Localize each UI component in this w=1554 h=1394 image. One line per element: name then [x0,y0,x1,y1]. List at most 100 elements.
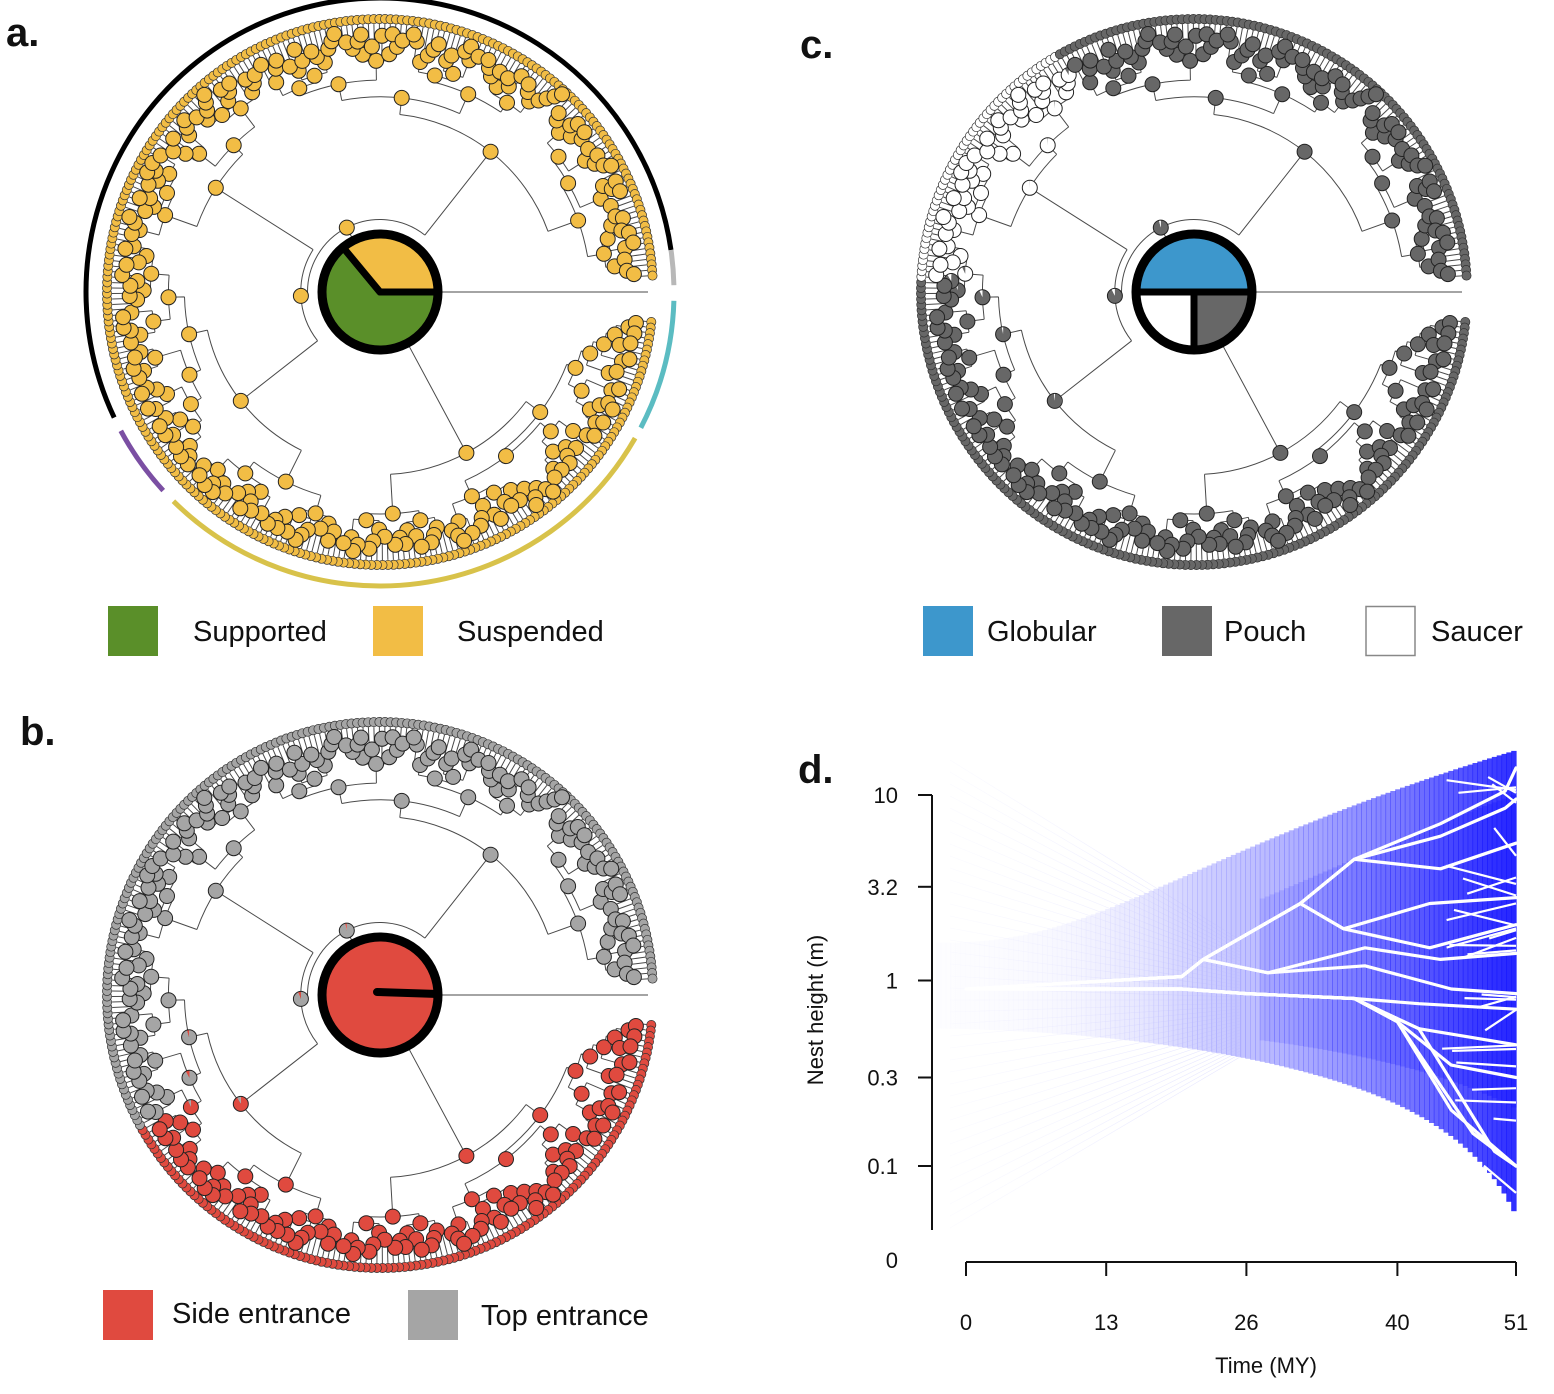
node-pie-slice [161,992,177,1008]
node-pie-slice [551,125,567,141]
node-pie [1381,359,1398,376]
node-pie [430,36,447,53]
node-pie [954,400,970,417]
node-pie [405,729,422,746]
node-pie [172,1114,189,1131]
node-pie-outline [463,1191,480,1208]
node-pie-slice [560,175,576,191]
node-pie-outline [353,26,369,43]
node-pie [232,803,249,820]
node-pie [185,1121,201,1138]
lineage-twig [1472,1087,1517,1091]
node-pie-slice [493,1214,509,1230]
node-pie [134,1088,150,1105]
node-pie-slice [565,1126,581,1142]
node-pie-outline [182,1099,199,1116]
node-pie-outline [413,538,430,555]
clade-arc [83,0,674,419]
node-pie-outline [608,1066,625,1083]
node-pie-outline [612,183,628,200]
node-pie [500,70,516,87]
node-pie-outline [499,94,515,111]
node-pie [191,1170,208,1187]
node-pie [500,773,516,790]
density-core [1264,896,1271,1042]
node-pie [307,505,324,522]
node-pie-outline [567,359,584,376]
node-pie [1359,483,1376,500]
node-pie-slice [181,367,197,383]
node-pie-outline [503,497,520,514]
node-pie-outline [143,968,160,985]
node-pie [622,335,639,352]
density-core [1371,850,1377,1060]
node-pie-slice [140,177,156,193]
x-tick-label: 0 [960,1310,972,1335]
node-pie-slice [268,74,284,90]
node-pie-outline [287,1234,304,1251]
node-pie [611,1084,628,1101]
node-pie [291,1210,308,1227]
node-pie [292,287,309,304]
node-pie-slice [483,847,499,863]
legend-label-supported: Supported [193,616,327,648]
node-pie-outline [277,473,294,490]
node-pie-outline [221,75,238,92]
node-pie-slice [143,266,159,282]
legend-label-saucer: Saucer [1431,616,1523,648]
node-pie-outline [384,1208,401,1225]
node-pie-outline [412,512,429,529]
node-pie-slice [140,401,156,417]
node-pie [480,755,497,771]
node-pie [931,240,948,257]
node-pie [1312,448,1328,465]
node-pie-outline [160,289,177,306]
node-pie-slice [412,512,428,528]
node-pie-outline [550,105,567,122]
node-pie-slice [278,474,294,490]
node-pie-slice [226,840,242,856]
node-pie [554,789,570,806]
node-pie-slice [565,423,581,439]
node-pie [384,1208,401,1225]
node-pie-outline [143,265,160,282]
node-pie [1384,212,1401,229]
node-pie-slice [268,53,284,69]
node-pie [134,385,150,402]
node-pie-outline [458,444,475,461]
node-pie-outline [330,76,347,93]
node-pie [1021,179,1038,196]
node-pie [1334,76,1351,93]
node-pie [458,444,475,461]
node-pie [965,418,982,435]
node-pie [1257,47,1274,64]
node-pie-outline [320,1235,337,1252]
node-pie-slice [570,212,586,228]
density-core [1496,800,1503,1101]
node-pie-outline [145,313,162,330]
node-pie [1294,52,1311,68]
node-pie-outline [595,1039,612,1056]
node-pie-outline [159,888,175,904]
node-pie-slice [483,144,499,160]
node-pie-outline [358,1215,375,1232]
density-core [1385,844,1391,1063]
node-pie-slice [157,910,173,926]
node-pie-slice [611,1084,627,1100]
node-pie-slice [336,535,352,551]
node-pie-outline [126,1052,143,1069]
node-pie-outline [253,56,269,73]
legend-label-top-entrance: Top entrance [481,1300,649,1332]
node-pie-slice [152,1121,168,1137]
node-pie-slice [545,484,561,500]
density-core [1327,869,1333,1051]
node-pie-outline [387,536,404,553]
node-pie [121,912,138,928]
node-pie [145,1016,162,1033]
node-pie [172,411,189,428]
node-pie [1167,26,1183,43]
node-pies [114,26,644,559]
node-pie-outline [140,400,156,417]
node-pie-outline [595,336,612,353]
node-pie [358,1215,375,1232]
